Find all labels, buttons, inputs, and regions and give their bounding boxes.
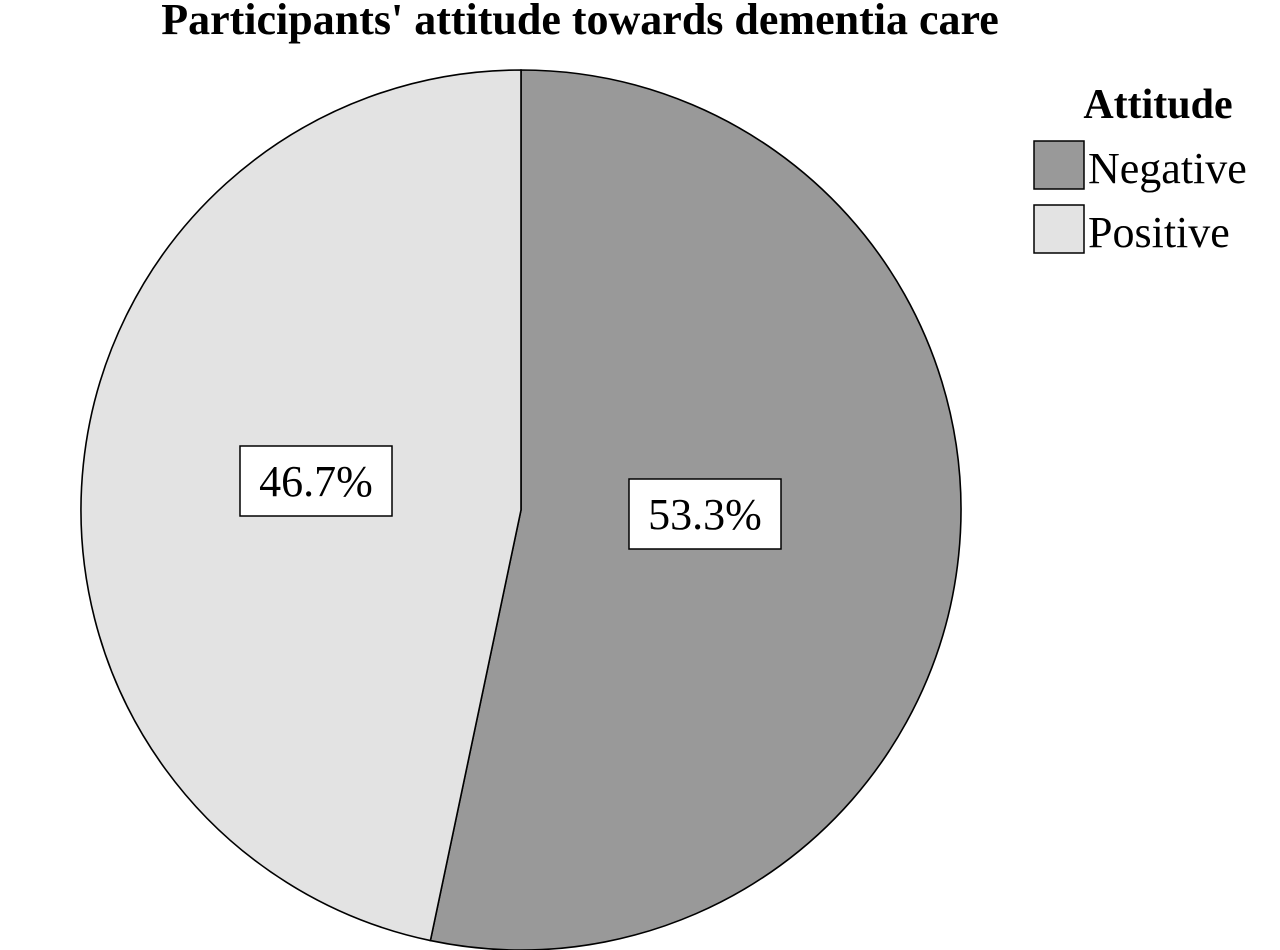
data-label-text: 46.7% [259,457,373,506]
chart-title: Participants' attitude towards dementia … [161,0,999,44]
data-label-positive: 46.7% [239,445,393,517]
legend-label: Negative [1088,144,1247,193]
legend-item-negative: Negative [1033,140,1247,193]
data-label-negative: 53.3% [628,478,782,550]
data-label-box [239,445,393,517]
legend-items: Negative Positive [1033,140,1247,257]
pie-slices [80,69,962,950]
legend-title: Attitude [1083,82,1232,128]
legend-label: Positive [1088,208,1230,257]
legend-item-positive: Positive [1033,204,1230,257]
legend: Attitude Negative Positive [1033,82,1247,257]
data-label-text: 53.3% [648,490,762,539]
pie-data-labels: 53.3% 46.7% [239,445,782,550]
data-label-box [628,478,782,550]
legend-swatch [1033,140,1085,190]
legend-swatch [1033,204,1085,254]
